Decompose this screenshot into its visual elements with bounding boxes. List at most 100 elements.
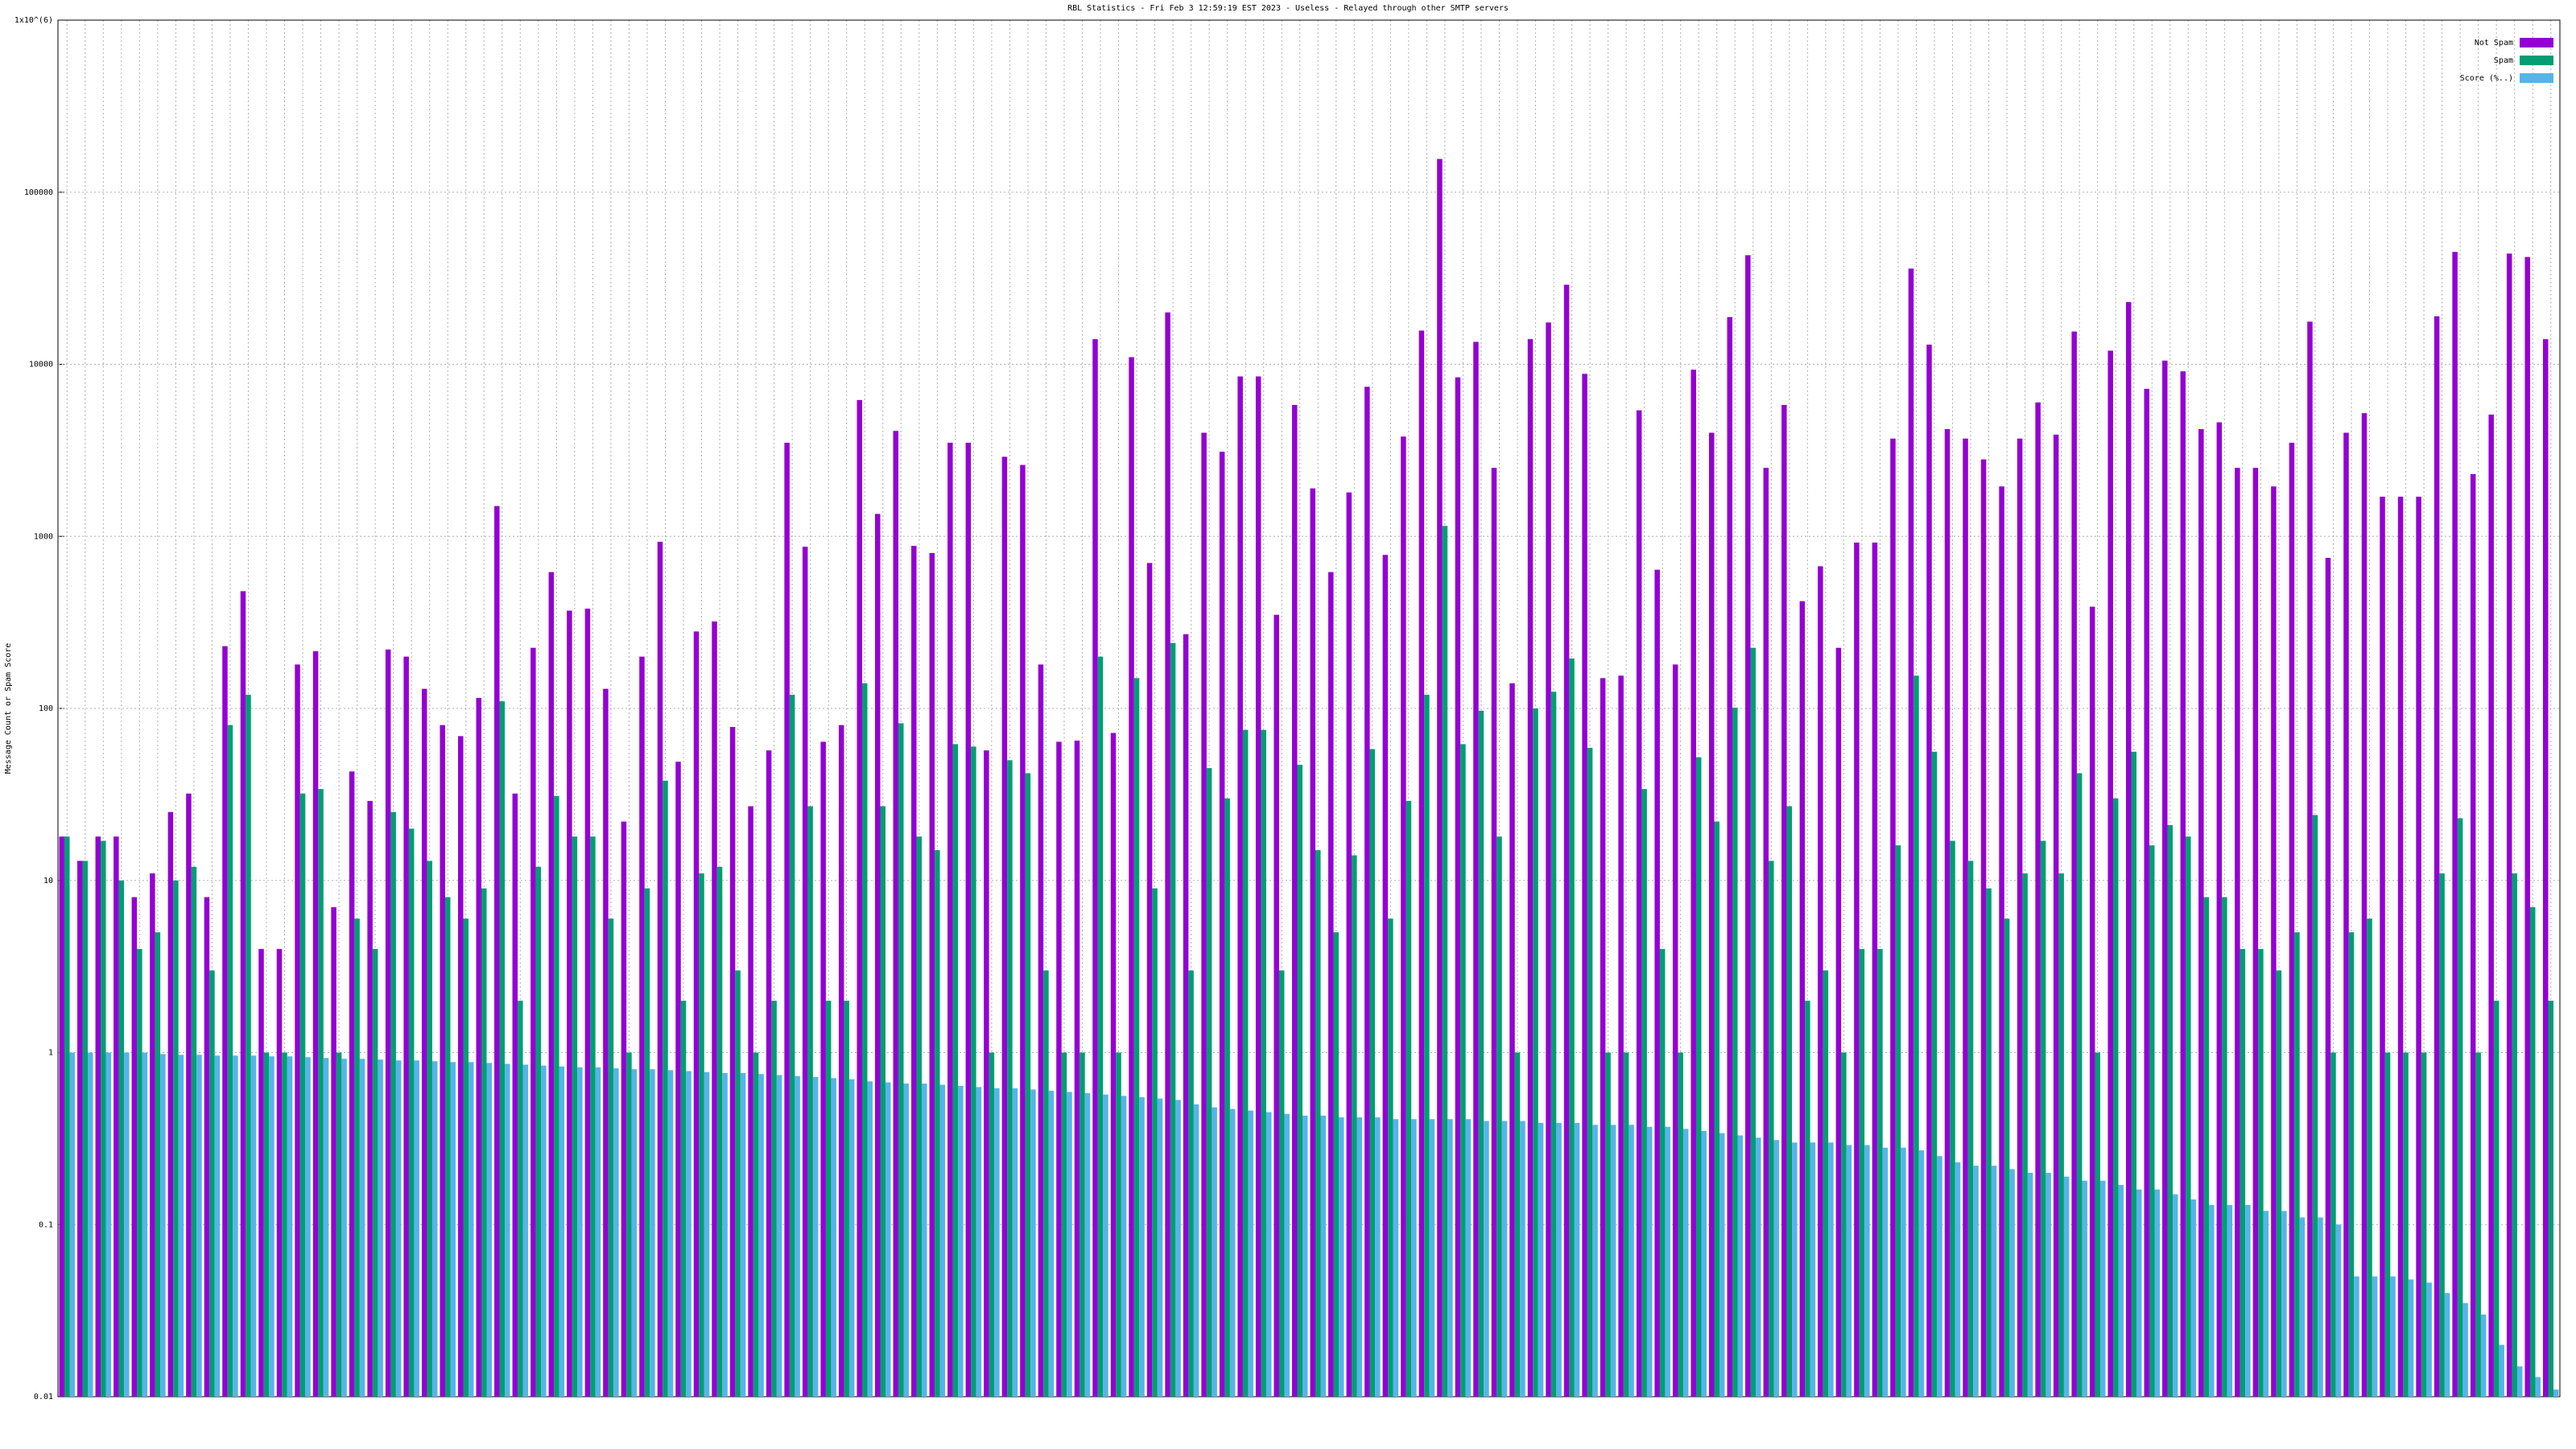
bar [1012,1088,1018,1397]
bar [1447,1119,1453,1397]
bar [499,701,506,1397]
bar [2294,932,2300,1397]
bar [2144,388,2150,1397]
bar [2367,919,2372,1397]
bar [1237,376,1243,1397]
bar [753,1052,759,1397]
bar [748,806,753,1397]
legend-label: Not Spam [2475,39,2513,47]
bar [323,1058,329,1397]
bar [572,836,578,1397]
bar [1690,369,1696,1397]
plot-frame [57,19,2561,1397]
bar [1872,542,1878,1397]
bar [1890,438,1896,1397]
bar [1139,1096,1145,1397]
bar [2529,906,2536,1397]
bar [559,1066,565,1397]
bar [1460,744,1466,1397]
bar [976,1087,982,1397]
bar [1963,438,1968,1397]
bar [431,1061,438,1397]
bar [341,1059,347,1397]
bar [1020,464,1026,1397]
legend-label: Spam [2494,56,2513,65]
bar [1859,948,1865,1397]
bar [2107,350,2113,1397]
bar [1719,1133,1725,1397]
bar [522,1064,529,1397]
bar [1442,526,1448,1397]
bar [2235,468,2240,1397]
bar [468,1062,474,1397]
bar [789,695,795,1397]
bar [795,1075,800,1397]
bar [2190,1199,2197,1397]
bar [922,1084,927,1397]
bar [2082,1180,2087,1397]
bar [1310,488,1316,1397]
bar [1388,919,1393,1397]
bar [1038,664,1044,1397]
bar [1284,1113,1290,1397]
bar [2271,486,2277,1397]
bar [1569,658,1575,1397]
bar [1265,1112,1272,1397]
bar [1465,1119,1472,1397]
bar [1188,970,1194,1397]
bar [186,793,192,1397]
bar [1520,1121,1525,1397]
bar [2426,1282,2432,1397]
bar [2227,1204,2233,1397]
bar [1242,729,1249,1397]
bar [590,836,596,1397]
bar [1805,1001,1810,1397]
bar [712,621,717,1397]
bar [838,724,844,1397]
bar [440,724,445,1397]
bar [1491,468,1497,1397]
bar [1092,339,1098,1397]
bar [2022,873,2028,1397]
bar [1672,664,1678,1397]
bar [1799,601,1806,1397]
bar [766,750,772,1397]
bar [1823,970,1829,1397]
bar [994,1088,1000,1397]
bar [1473,341,1479,1397]
bar [1714,821,1719,1397]
bar [893,431,899,1397]
bar [494,506,500,1397]
bar [911,546,917,1397]
bar [1364,386,1370,1397]
bar [1659,948,1666,1397]
bar [1067,1092,1072,1397]
bar [2416,496,2421,1397]
bar [1592,1125,1598,1397]
bar [1224,798,1230,1397]
bar [2027,1172,2033,1397]
bar [1999,486,2004,1397]
bar [1636,410,1642,1397]
bar [867,1081,873,1397]
bar [403,656,409,1397]
bar [1828,1142,1834,1397]
bar [1882,1147,1889,1397]
bar [2325,557,2331,1397]
bar [1165,312,1170,1397]
bar [740,1072,746,1397]
bar [2452,251,2458,1397]
bar [137,948,142,1397]
bar [178,1055,184,1397]
bar [2046,1172,2051,1397]
bar [1061,1052,1067,1397]
bar [1509,683,1515,1397]
bar [2307,321,2313,1397]
bar [227,724,233,1397]
bar [1346,492,1352,1397]
bar [1274,614,1279,1397]
bar [2063,1176,2070,1397]
bar [2390,1276,2396,1397]
bar [613,1068,619,1397]
bar [2053,434,2059,1397]
